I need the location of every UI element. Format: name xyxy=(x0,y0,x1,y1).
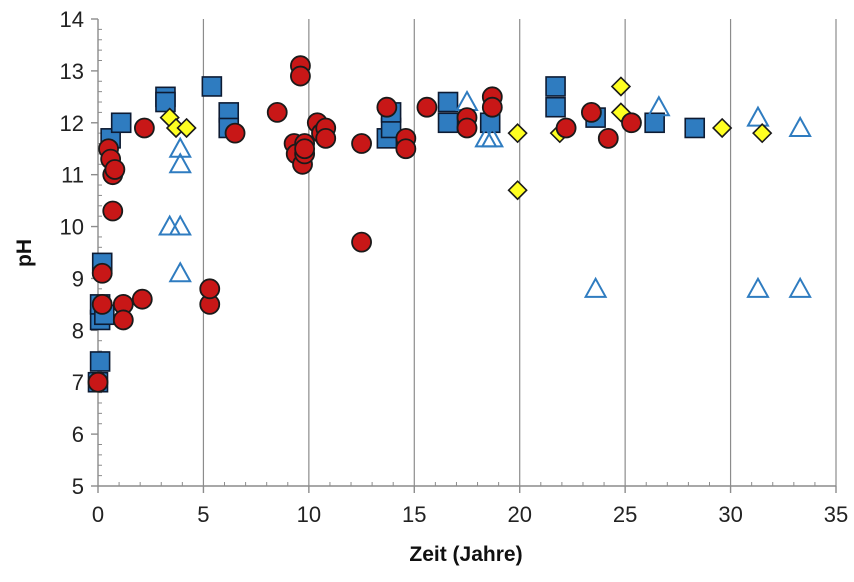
y-tick-label: 11 xyxy=(61,163,84,188)
circle-point xyxy=(376,96,398,118)
square-point xyxy=(545,96,566,118)
x-tick-label: 5 xyxy=(197,502,209,527)
circle-point xyxy=(131,288,153,310)
square-point xyxy=(155,91,176,113)
y-tick-label: 8 xyxy=(72,318,84,343)
x-tick-label: 10 xyxy=(297,502,321,527)
diamond-point xyxy=(610,76,632,97)
diamond-point xyxy=(752,123,773,144)
y-tick-label: 10 xyxy=(60,215,84,240)
y-tick-label: 5 xyxy=(72,474,84,499)
circle-point xyxy=(581,102,602,123)
y-tick-label: 6 xyxy=(72,422,84,447)
circle-point xyxy=(351,231,372,253)
circle-point xyxy=(597,127,619,149)
square-point xyxy=(89,351,111,372)
triangle-point xyxy=(168,136,192,158)
y-tick-label: 14 xyxy=(60,7,84,32)
diamond-point xyxy=(507,180,528,201)
diamond-point xyxy=(712,117,733,139)
x-tick-label: 25 xyxy=(613,502,637,527)
circle-point xyxy=(294,138,316,160)
x-axis-title: Zeit (Jahre) xyxy=(409,543,522,566)
x-tick-label: 15 xyxy=(402,502,426,527)
y-tick-label: 7 xyxy=(72,370,84,395)
y-tick-label: 9 xyxy=(72,266,84,291)
circle-point xyxy=(621,112,642,134)
square-point xyxy=(545,76,566,97)
circle-point xyxy=(102,200,124,222)
circle-point xyxy=(290,65,311,87)
circle-point xyxy=(133,117,155,139)
circle-point xyxy=(555,117,577,139)
circle-point xyxy=(224,122,246,144)
circle-point xyxy=(112,309,134,331)
square-point xyxy=(437,112,459,134)
square-point xyxy=(644,112,665,134)
circle-point xyxy=(416,96,438,118)
y-tick-label: 12 xyxy=(60,111,84,136)
triangle-point xyxy=(157,214,182,236)
circle-point xyxy=(266,102,288,123)
circle-point xyxy=(91,293,113,315)
triangle-point xyxy=(168,261,192,283)
circle-point xyxy=(91,262,113,284)
triangle-point xyxy=(746,105,770,127)
y-tick-label: 13 xyxy=(60,59,84,84)
circle-point xyxy=(456,117,478,139)
triangle-point xyxy=(788,276,812,298)
triangle-point xyxy=(168,152,192,174)
x-tick-label: 20 xyxy=(507,502,531,527)
circle-point xyxy=(315,127,337,149)
x-tick-label: 0 xyxy=(92,502,104,527)
circle-point xyxy=(87,371,109,393)
circle-point xyxy=(481,96,503,118)
x-tick-label: 35 xyxy=(824,502,848,527)
square-point xyxy=(110,112,132,134)
square-point xyxy=(437,91,459,113)
diamond-point xyxy=(176,117,197,139)
triangle-point xyxy=(168,214,192,236)
square-point xyxy=(201,76,223,97)
circle-point xyxy=(199,278,221,300)
diamond-point xyxy=(507,123,528,144)
data-points xyxy=(87,55,812,393)
triangle-point xyxy=(788,115,812,137)
square-point xyxy=(684,117,706,139)
circle-point xyxy=(351,133,372,154)
circle-point xyxy=(395,138,417,160)
triangle-point xyxy=(480,126,505,148)
gridlines xyxy=(202,19,837,486)
y-axis-title: pH xyxy=(13,239,36,267)
triangle-point xyxy=(583,276,608,298)
x-tick-label: 30 xyxy=(718,502,742,527)
triangle-point xyxy=(746,276,770,298)
circle-point xyxy=(104,159,126,180)
triangle-point xyxy=(647,95,671,117)
